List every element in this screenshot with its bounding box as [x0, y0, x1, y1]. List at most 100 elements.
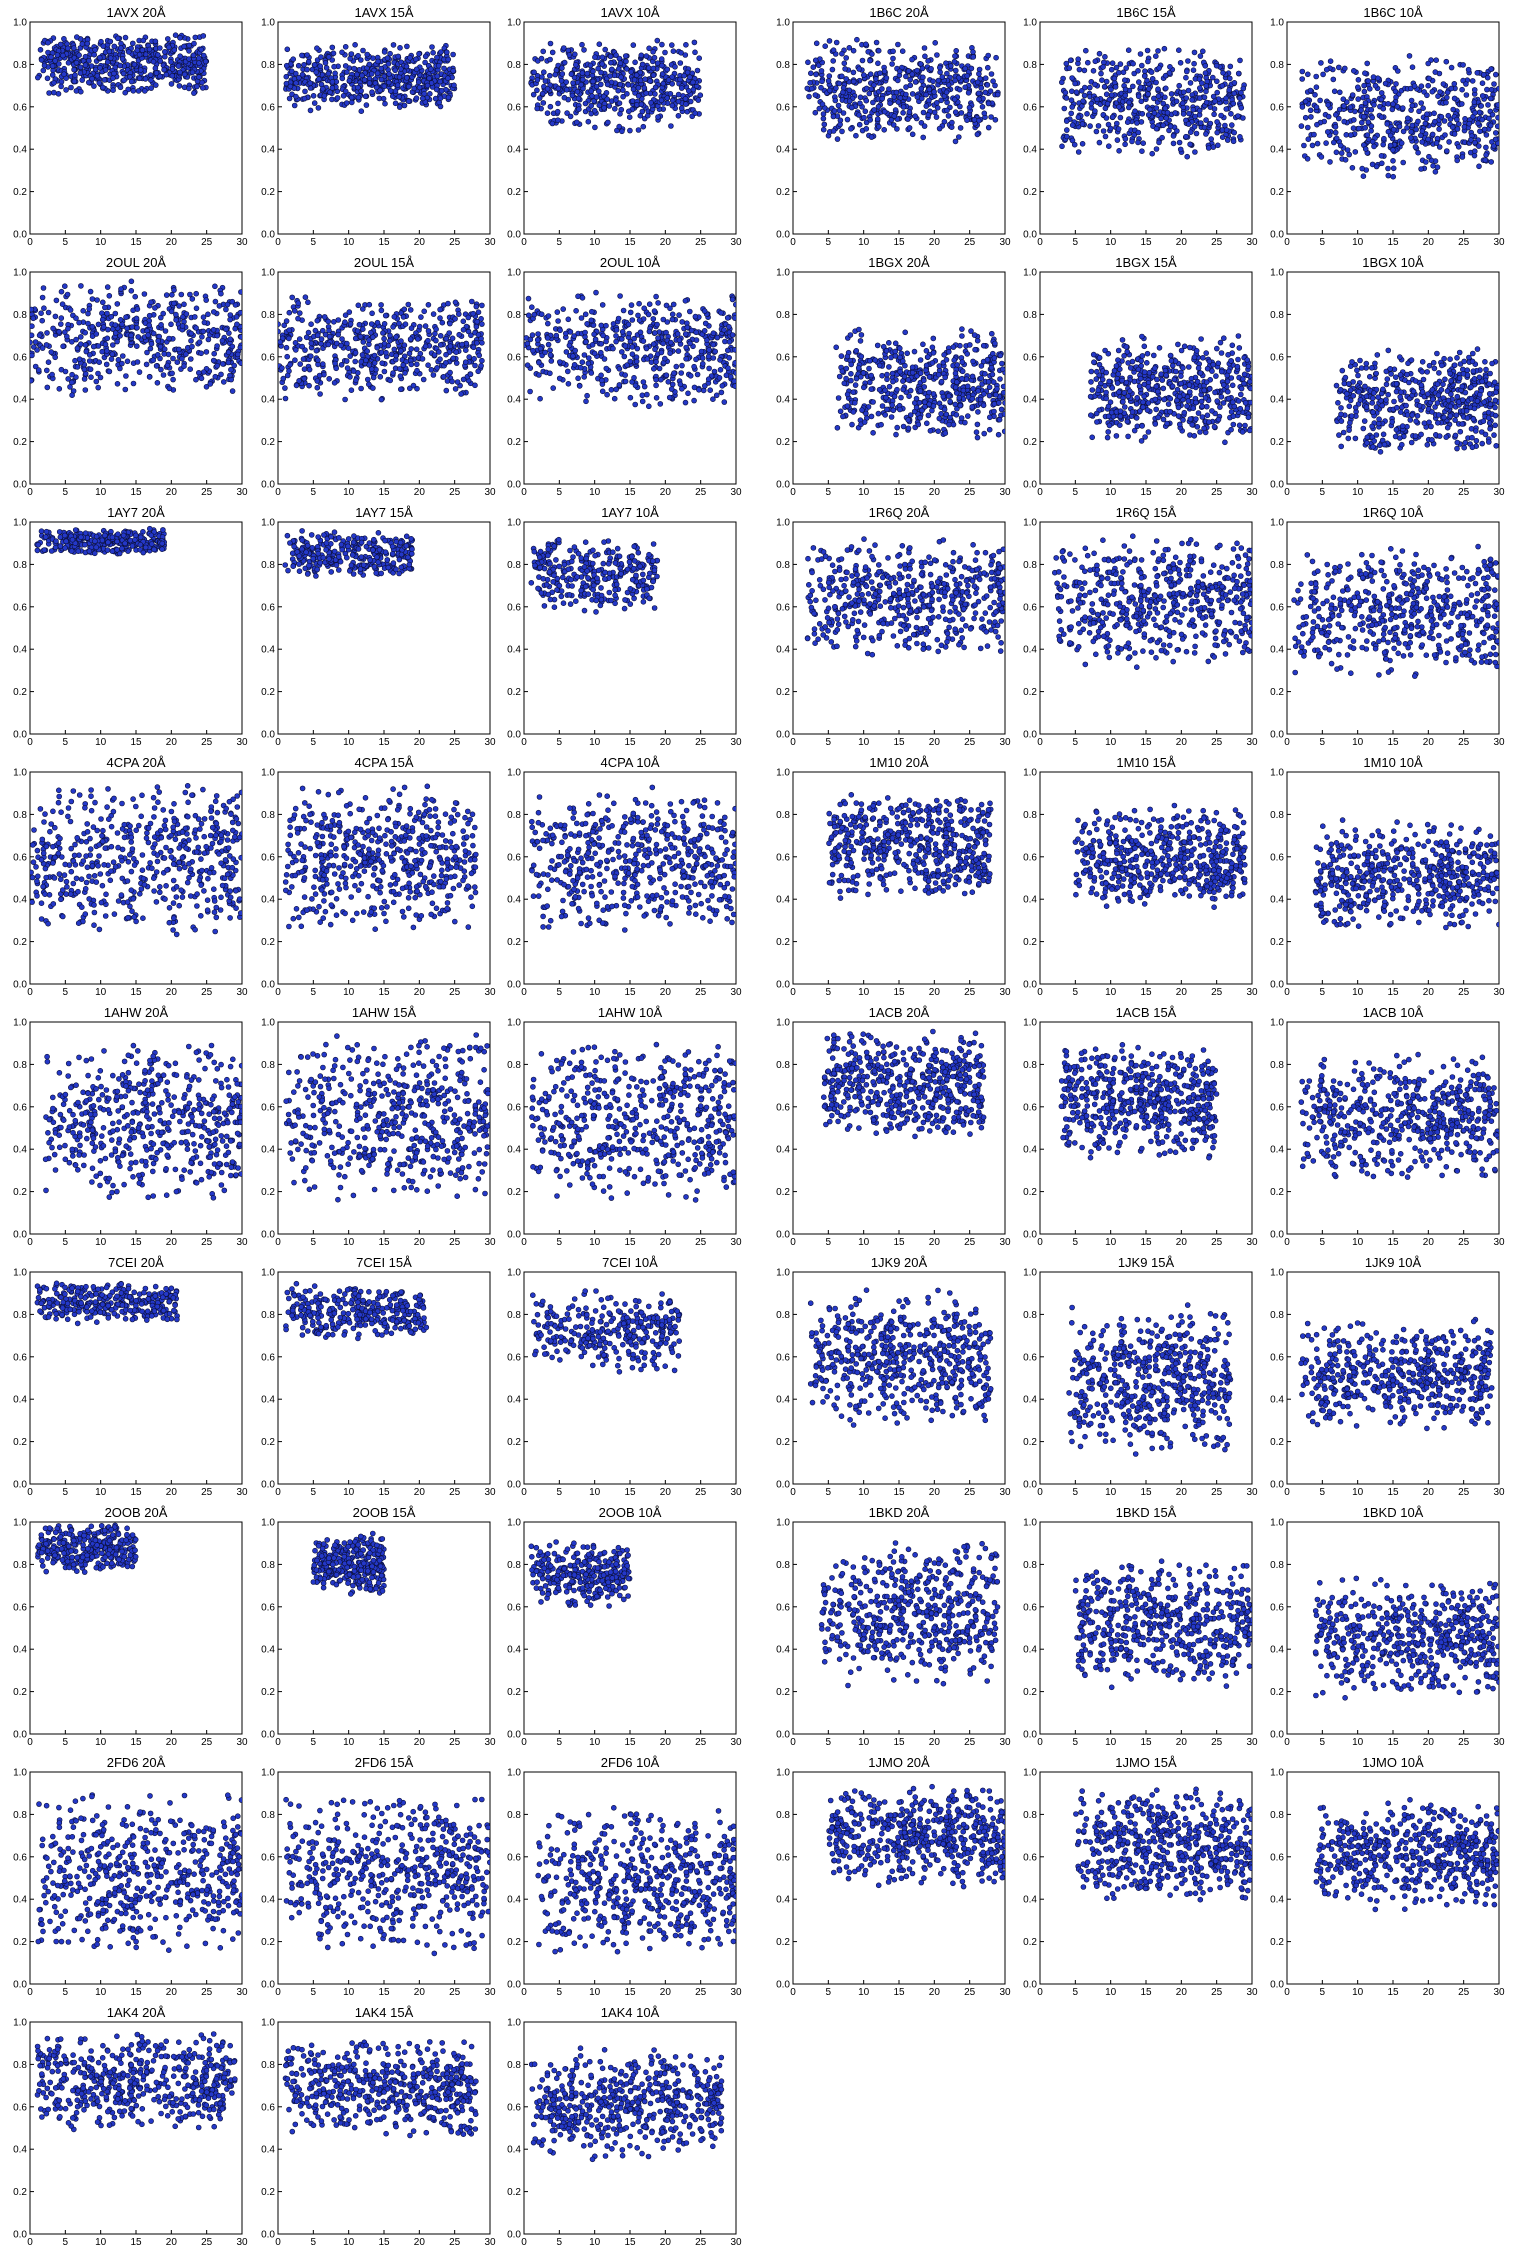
scatter-point	[307, 80, 314, 86]
scatter-point	[1156, 65, 1162, 71]
scatter-point	[536, 359, 542, 366]
scatter-point	[1238, 89, 1244, 96]
scatter-point	[556, 359, 563, 365]
y-tick-label: 0.2	[261, 437, 275, 448]
scatter-point	[314, 378, 321, 384]
scatter-point	[1075, 149, 1082, 155]
scatter-point	[39, 345, 46, 351]
scatter-point	[58, 83, 64, 90]
scatter-point	[879, 86, 885, 92]
scatter-point	[636, 300, 642, 307]
scatter-point	[1346, 151, 1352, 158]
scatter-point	[1400, 105, 1406, 111]
scatter-point	[1318, 154, 1325, 160]
scatter-point	[1471, 87, 1478, 93]
scatter-point	[88, 374, 94, 381]
scatter-point	[637, 112, 644, 119]
x-tick-label: 20	[414, 237, 426, 248]
scatter-point	[585, 360, 592, 367]
scatter-point	[584, 70, 591, 77]
y-tick-label: 0.2	[1023, 187, 1037, 198]
scatter-point	[629, 317, 636, 323]
scatter-point	[1132, 108, 1138, 114]
scatter-point	[199, 333, 205, 340]
scatter-point	[985, 100, 992, 107]
scatter-point	[939, 74, 946, 80]
x-tick-label: 15	[624, 487, 636, 498]
scatter-point	[181, 363, 187, 370]
scatter-point	[712, 348, 719, 355]
scatter-point	[806, 93, 812, 100]
scatter-point	[900, 104, 907, 110]
scatter-point	[430, 49, 436, 56]
scatter-point	[358, 385, 364, 392]
scatter-point	[591, 331, 597, 338]
scatter-point	[1336, 64, 1342, 71]
scatter-point	[569, 92, 576, 99]
scatter-point	[1409, 102, 1416, 109]
scatter-point	[60, 52, 66, 59]
scatter-point	[631, 335, 637, 342]
scatter-point	[313, 69, 320, 75]
y-tick-label: 0.8	[261, 310, 275, 321]
scatter-point	[647, 78, 653, 84]
scatter-point	[196, 74, 202, 80]
scatter-point	[1302, 98, 1309, 105]
scatter-point	[705, 376, 712, 383]
scatter-point	[1124, 119, 1131, 125]
scatter-point	[1432, 69, 1439, 75]
scatter-point	[84, 40, 91, 47]
scatter-point	[69, 338, 75, 345]
scatter-point	[460, 326, 467, 333]
scatter-point	[668, 386, 675, 392]
scatter-point	[636, 317, 643, 324]
y-tick-label: 0.2	[261, 187, 275, 198]
scatter-point	[1230, 100, 1237, 107]
x-tick-label: 5	[63, 237, 69, 248]
scatter-point	[534, 337, 541, 343]
scatter-point	[181, 71, 188, 78]
scatter-point	[419, 95, 426, 102]
x-tick-label: 30	[1493, 237, 1505, 248]
scatter-point	[528, 304, 535, 311]
scatter-point	[334, 95, 341, 101]
y-tick-label: 0.8	[1270, 60, 1284, 71]
scatter-point	[1299, 104, 1306, 110]
scatter-point	[369, 89, 375, 95]
scatter-point	[1059, 79, 1065, 86]
scatter-point	[608, 66, 615, 73]
scatter-point	[85, 310, 91, 317]
scatter-point	[1355, 77, 1362, 83]
scatter-point	[563, 79, 570, 85]
scatter-point	[835, 102, 842, 109]
scatter-point	[283, 73, 290, 80]
scatter-point	[1219, 83, 1226, 89]
scatter-point	[1235, 113, 1241, 119]
scatter-point	[812, 92, 819, 98]
scatter-point	[571, 333, 577, 339]
scatter-point	[1444, 89, 1451, 96]
scatter-point	[462, 359, 469, 366]
scatter-point	[669, 316, 676, 323]
scatter-point	[168, 81, 175, 87]
scatter-point	[378, 307, 385, 314]
scatter-point	[449, 335, 456, 342]
scatter-point	[624, 91, 630, 97]
scatter-point	[1362, 146, 1369, 152]
scatter-point	[1313, 73, 1319, 80]
scatter-point	[619, 128, 625, 135]
scatter-point	[378, 76, 385, 83]
y-tick-label: 0.2	[13, 187, 27, 198]
scatter-point	[193, 305, 200, 312]
scatter-point	[825, 78, 832, 84]
scatter-point	[196, 60, 202, 66]
scatter-point	[398, 66, 404, 72]
scatter-point	[387, 377, 394, 384]
scatter-point	[906, 109, 913, 115]
scatter-point	[1424, 92, 1430, 99]
scatter-point	[110, 87, 116, 93]
scatter-point	[1408, 97, 1415, 104]
scatter-point	[104, 348, 110, 354]
scatter-point	[307, 107, 314, 114]
y-tick-label: 0.4	[13, 145, 27, 156]
